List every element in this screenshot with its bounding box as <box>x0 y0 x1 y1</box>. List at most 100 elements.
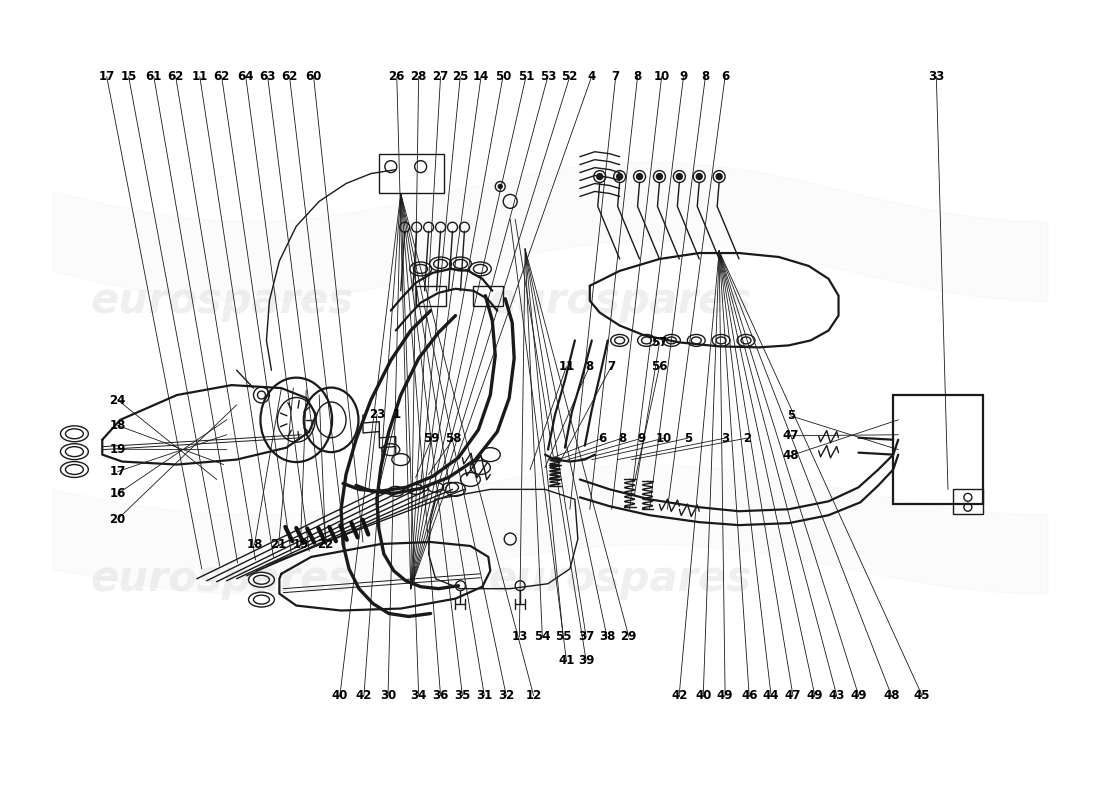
Text: eurospares: eurospares <box>488 558 751 600</box>
Text: 16: 16 <box>110 487 125 500</box>
Text: eurospares: eurospares <box>488 280 751 322</box>
Text: 18: 18 <box>246 538 263 551</box>
Text: 59: 59 <box>424 432 440 445</box>
Text: 40: 40 <box>332 689 348 702</box>
Text: 54: 54 <box>535 630 551 643</box>
Text: 42: 42 <box>355 689 372 702</box>
Text: 47: 47 <box>782 430 799 442</box>
Text: 53: 53 <box>540 70 556 83</box>
Text: 37: 37 <box>578 630 594 643</box>
Text: 42: 42 <box>671 689 688 702</box>
Text: 28: 28 <box>410 70 427 83</box>
Text: 3: 3 <box>720 432 729 445</box>
Text: 30: 30 <box>379 689 396 702</box>
Text: 45: 45 <box>914 689 931 702</box>
Text: 7: 7 <box>612 70 619 83</box>
Text: 14: 14 <box>473 70 490 83</box>
Text: 20: 20 <box>110 513 125 526</box>
Text: 51: 51 <box>518 70 535 83</box>
Text: 62: 62 <box>167 70 184 83</box>
Text: 48: 48 <box>782 449 799 462</box>
Circle shape <box>676 174 682 179</box>
Text: 44: 44 <box>762 689 779 702</box>
Text: 32: 32 <box>498 689 515 702</box>
Text: 24: 24 <box>110 394 125 406</box>
Text: 49: 49 <box>717 689 734 702</box>
Text: 18: 18 <box>110 419 125 432</box>
Text: 25: 25 <box>452 70 469 83</box>
Text: 34: 34 <box>410 689 427 702</box>
Text: 8: 8 <box>634 70 641 83</box>
Bar <box>473 286 503 306</box>
Text: 35: 35 <box>454 689 471 702</box>
Text: 13: 13 <box>512 630 528 643</box>
Text: 19: 19 <box>293 538 309 551</box>
Text: 4: 4 <box>587 70 596 83</box>
Text: 26: 26 <box>388 70 405 83</box>
Text: 61: 61 <box>145 70 162 83</box>
Circle shape <box>498 185 503 189</box>
Text: 31: 31 <box>476 689 493 702</box>
Text: 11: 11 <box>559 360 574 373</box>
Circle shape <box>696 174 702 179</box>
Bar <box>378 154 443 194</box>
Circle shape <box>617 174 623 179</box>
Bar <box>953 490 982 514</box>
Text: 52: 52 <box>561 70 578 83</box>
Text: 8: 8 <box>702 70 710 83</box>
Text: 43: 43 <box>828 689 845 702</box>
Text: 36: 36 <box>432 689 449 702</box>
Circle shape <box>597 174 603 179</box>
Circle shape <box>257 391 265 399</box>
Text: 63: 63 <box>260 70 276 83</box>
Text: 40: 40 <box>695 689 712 702</box>
Text: 38: 38 <box>598 630 615 643</box>
Text: 22: 22 <box>318 538 333 551</box>
Circle shape <box>657 174 662 179</box>
Text: 23: 23 <box>368 408 385 421</box>
Circle shape <box>637 174 642 179</box>
Text: 2: 2 <box>742 432 751 445</box>
Bar <box>416 286 446 306</box>
Circle shape <box>716 174 722 179</box>
Text: 5: 5 <box>786 410 795 422</box>
Text: 7: 7 <box>607 360 615 373</box>
Text: 50: 50 <box>495 70 512 83</box>
Text: 6: 6 <box>720 70 729 83</box>
Text: 1: 1 <box>393 408 400 421</box>
Text: 17: 17 <box>99 70 114 83</box>
Text: 33: 33 <box>928 70 945 83</box>
Text: 49: 49 <box>806 689 823 702</box>
Text: 62: 62 <box>213 70 230 83</box>
Text: eurospares: eurospares <box>90 558 353 600</box>
Text: 19: 19 <box>110 442 125 456</box>
Text: 9: 9 <box>638 432 646 445</box>
Text: 21: 21 <box>271 538 287 551</box>
Text: 46: 46 <box>741 689 758 702</box>
Text: 17: 17 <box>110 465 125 478</box>
Text: 11: 11 <box>191 70 208 83</box>
Text: 5: 5 <box>684 432 692 445</box>
Text: 56: 56 <box>651 360 668 373</box>
Text: 9: 9 <box>680 70 688 83</box>
Text: 29: 29 <box>620 630 637 643</box>
Text: 8: 8 <box>618 432 626 445</box>
Text: 58: 58 <box>446 432 462 445</box>
Text: 6: 6 <box>598 432 607 445</box>
Text: 48: 48 <box>883 689 900 702</box>
Text: 60: 60 <box>306 70 322 83</box>
Text: 10: 10 <box>653 70 670 83</box>
Text: 57: 57 <box>651 336 668 350</box>
Text: 39: 39 <box>578 654 594 667</box>
Text: 41: 41 <box>558 654 574 667</box>
Text: 27: 27 <box>432 70 449 83</box>
Bar <box>893 395 982 504</box>
Text: 47: 47 <box>784 689 801 702</box>
Text: 55: 55 <box>554 630 571 643</box>
Text: 62: 62 <box>282 70 298 83</box>
Text: 10: 10 <box>656 432 672 445</box>
Text: eurospares: eurospares <box>90 280 353 322</box>
Text: 64: 64 <box>238 70 254 83</box>
Text: 12: 12 <box>526 689 541 702</box>
Text: 49: 49 <box>850 689 867 702</box>
